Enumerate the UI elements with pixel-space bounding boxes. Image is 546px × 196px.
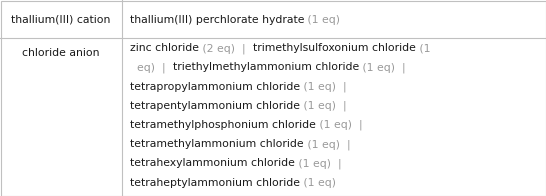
Text: (1 eq)  |: (1 eq) | bbox=[316, 120, 363, 131]
Text: tetramethylphosphonium chloride: tetramethylphosphonium chloride bbox=[130, 120, 316, 130]
Text: (1 eq): (1 eq) bbox=[300, 178, 336, 188]
Text: tetramethylammonium chloride: tetramethylammonium chloride bbox=[130, 139, 304, 149]
Text: chloride anion: chloride anion bbox=[22, 48, 100, 58]
Text: (1 eq)  |: (1 eq) | bbox=[359, 62, 406, 73]
Text: zinc chloride: zinc chloride bbox=[130, 43, 199, 53]
Text: thallium(III) perchlorate hydrate: thallium(III) perchlorate hydrate bbox=[130, 15, 305, 25]
Text: (2 eq)  |: (2 eq) | bbox=[199, 43, 253, 54]
Text: tetrahexylammonium chloride: tetrahexylammonium chloride bbox=[130, 159, 295, 169]
Text: (1 eq)  |: (1 eq) | bbox=[300, 101, 347, 111]
Text: tetrapropylammonium chloride: tetrapropylammonium chloride bbox=[130, 82, 300, 92]
Text: (1 eq)  |: (1 eq) | bbox=[295, 159, 341, 169]
Text: thallium(III) cation: thallium(III) cation bbox=[11, 14, 111, 24]
Text: (1: (1 bbox=[416, 43, 430, 53]
Text: trimethylsulfoxonium chloride: trimethylsulfoxonium chloride bbox=[253, 43, 416, 53]
Text: tetrapentylammonium chloride: tetrapentylammonium chloride bbox=[130, 101, 300, 111]
Text: (1 eq)  |: (1 eq) | bbox=[300, 82, 347, 92]
Text: (1 eq)  |: (1 eq) | bbox=[304, 139, 350, 150]
Text: eq)  |: eq) | bbox=[130, 62, 173, 73]
Text: triethylmethylammonium chloride: triethylmethylammonium chloride bbox=[173, 62, 359, 72]
Text: (1 eq): (1 eq) bbox=[305, 15, 341, 25]
Text: tetraheptylammonium chloride: tetraheptylammonium chloride bbox=[130, 178, 300, 188]
